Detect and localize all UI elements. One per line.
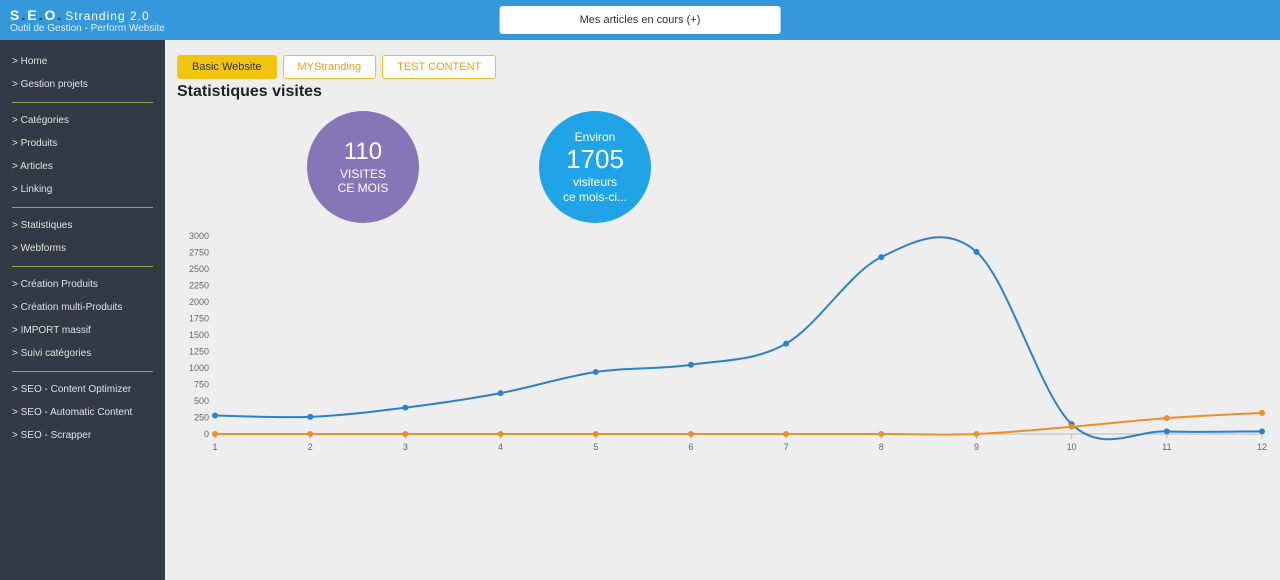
svg-text:2250: 2250 <box>189 281 209 291</box>
sidebar-item-produits[interactable]: > Produits <box>0 132 165 155</box>
svg-text:0: 0 <box>204 429 209 439</box>
svg-text:250: 250 <box>194 413 209 423</box>
visitors-value: 1705 <box>566 144 624 175</box>
logo-suffix: Stranding 2.0 <box>65 9 149 23</box>
tab-mystranding[interactable]: MYStranding <box>283 55 377 79</box>
svg-text:4: 4 <box>498 442 503 452</box>
visits-circle: 110 VISITES CE MOIS <box>307 111 419 223</box>
logo-subtitle: Outil de Gestion - Perform Website <box>10 23 165 34</box>
visits-label-2: CE MOIS <box>338 181 389 195</box>
sidebar-item-seo-content-optimizer[interactable]: > SEO - Content Optimizer <box>0 378 165 401</box>
sidebar-separator <box>12 371 153 372</box>
sidebar-separator <box>12 102 153 103</box>
logo-letter-e: E <box>27 7 37 23</box>
tab-test-content[interactable]: TEST CONTENT <box>382 55 496 79</box>
sidebar-item-seo-scrapper[interactable]: > SEO - Scrapper <box>0 424 165 447</box>
svg-text:8: 8 <box>879 442 884 452</box>
svg-text:1000: 1000 <box>189 363 209 373</box>
visitors-circle: Environ 1705 visiteurs ce mois-ci... <box>539 111 651 223</box>
logo-dot: . <box>38 7 45 23</box>
sidebar-item-suivi-cat-gories[interactable]: > Suivi catégories <box>0 342 165 365</box>
svg-text:1: 1 <box>213 442 218 452</box>
svg-text:12: 12 <box>1257 442 1267 452</box>
visits-value: 110 <box>344 138 382 167</box>
stat-circles: 110 VISITES CE MOIS Environ 1705 visiteu… <box>177 101 1268 231</box>
svg-text:6: 6 <box>688 442 693 452</box>
app-header: S.E.O. Stranding 2.0 Outil de Gestion - … <box>0 0 1280 40</box>
main-content: Basic WebsiteMYStrandingTEST CONTENT Sta… <box>165 40 1280 580</box>
logo-dot: . <box>56 7 63 23</box>
sidebar-item-cat-gories[interactable]: > Catégories <box>0 109 165 132</box>
visitors-label-0: Environ <box>575 130 616 144</box>
logo-letter-o: O <box>44 7 56 23</box>
sidebar-item-linking[interactable]: > Linking <box>0 178 165 201</box>
sidebar: > Home> Gestion projets > Catégories> Pro… <box>0 40 165 580</box>
svg-text:1750: 1750 <box>189 314 209 324</box>
sidebar-item-webforms[interactable]: > Webforms <box>0 237 165 260</box>
svg-text:3: 3 <box>403 442 408 452</box>
sidebar-item-import-massif[interactable]: > IMPORT massif <box>0 319 165 342</box>
logo-dot: . <box>20 7 27 23</box>
svg-text:500: 500 <box>194 396 209 406</box>
sidebar-item-home[interactable]: > Home <box>0 50 165 73</box>
sidebar-item-statistiques[interactable]: > Statistiques <box>0 214 165 237</box>
tab-basic-website[interactable]: Basic Website <box>177 55 277 79</box>
sidebar-item-gestion-projets[interactable]: > Gestion projets <box>0 73 165 96</box>
svg-text:2: 2 <box>308 442 313 452</box>
svg-text:3000: 3000 <box>189 231 209 241</box>
logo-block: S.E.O. Stranding 2.0 Outil de Gestion - … <box>10 7 165 34</box>
page-title: Statistiques visites <box>177 83 1268 101</box>
sidebar-item-articles[interactable]: > Articles <box>0 155 165 178</box>
svg-text:1250: 1250 <box>189 347 209 357</box>
svg-text:1500: 1500 <box>189 330 209 340</box>
visitors-label-2: ce mois-ci... <box>563 190 627 204</box>
visits-chart: 0250500750100012501500175020002250250027… <box>177 231 1268 456</box>
project-tabs: Basic WebsiteMYStrandingTEST CONTENT <box>177 55 1268 79</box>
sidebar-item-cr-ation-produits[interactable]: > Création Produits <box>0 273 165 296</box>
my-articles-button[interactable]: Mes articles en cours (+) <box>500 6 781 34</box>
logo: S.E.O. Stranding 2.0 <box>10 7 165 23</box>
logo-letter-s: S <box>10 7 20 23</box>
svg-text:10: 10 <box>1067 442 1077 452</box>
sidebar-separator <box>12 266 153 267</box>
sidebar-item-seo-automatic-content[interactable]: > SEO - Automatic Content <box>0 401 165 424</box>
svg-text:2750: 2750 <box>189 248 209 258</box>
svg-text:750: 750 <box>194 380 209 390</box>
svg-text:2000: 2000 <box>189 297 209 307</box>
visits-chart-svg: 0250500750100012501500175020002250250027… <box>177 231 1268 456</box>
sidebar-separator <box>12 207 153 208</box>
svg-text:7: 7 <box>784 442 789 452</box>
visits-label-1: VISITES <box>340 167 386 181</box>
svg-text:5: 5 <box>593 442 598 452</box>
svg-text:9: 9 <box>974 442 979 452</box>
svg-text:11: 11 <box>1162 442 1171 452</box>
svg-text:2500: 2500 <box>189 264 209 274</box>
sidebar-item-cr-ation-multi-produits[interactable]: > Création multi-Produits <box>0 296 165 319</box>
visitors-label-1: visiteurs <box>573 175 617 189</box>
